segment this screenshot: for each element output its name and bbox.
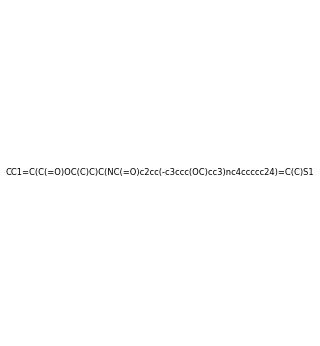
Text: CC1=C(C(=O)OC(C)C)C(NC(=O)c2cc(-c3ccc(OC)cc3)nc4ccccc24)=C(C)S1: CC1=C(C(=O)OC(C)C)C(NC(=O)c2cc(-c3ccc(OC… bbox=[6, 169, 314, 177]
